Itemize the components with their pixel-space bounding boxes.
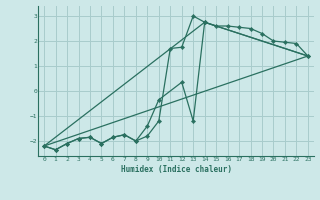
- X-axis label: Humidex (Indice chaleur): Humidex (Indice chaleur): [121, 165, 231, 174]
